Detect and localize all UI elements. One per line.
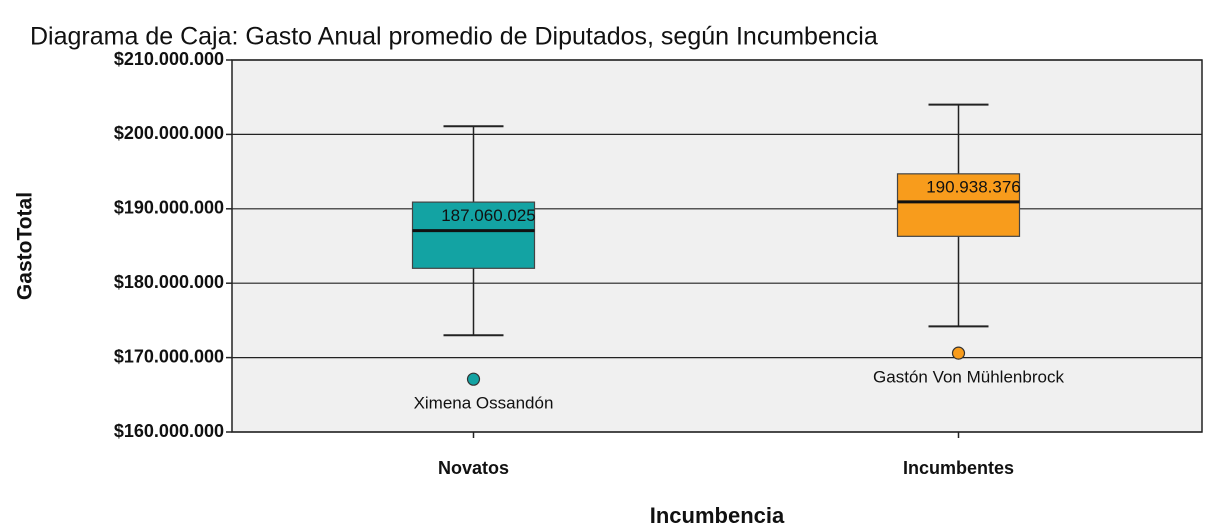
x-tick-label: Incumbentes [903,458,1014,478]
y-tick-label: $180.000.000 [114,272,224,292]
x-tick-label: Novatos [438,458,509,478]
y-tick-label: $210.000.000 [114,49,224,69]
box [411,201,536,269]
y-tick-label: $170.000.000 [114,346,224,366]
y-axis-label: GastoTotal [14,192,37,300]
y-tick-label: $190.000.000 [114,198,224,218]
y-tick-label: $200.000.000 [114,123,224,143]
box [896,173,1021,237]
outlier [951,346,966,360]
outlier-label: Ximena Ossandón [414,394,554,413]
plot-area [231,59,1203,433]
x-axis-label: Incumbencia [650,503,785,528]
outlier-label: Gastón Von Mühlenbrock [873,368,1064,387]
y-tick-label: $160.000.000 [114,421,224,441]
median-label: 190.938.376 [926,177,1021,196]
outlier [466,372,481,386]
median-label: 187.060.025 [441,206,536,225]
chart-title: Diagrama de Caja: Gasto Anual promedio d… [30,23,878,51]
